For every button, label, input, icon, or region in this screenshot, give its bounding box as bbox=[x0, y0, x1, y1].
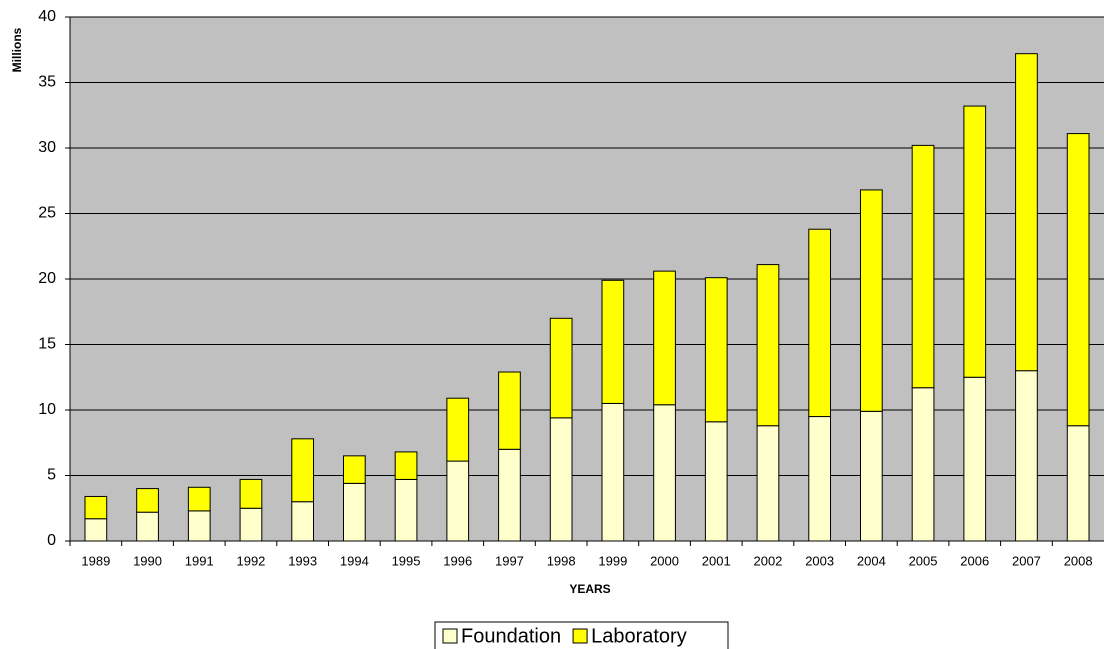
bar-segment bbox=[239, 507, 263, 542]
x-tick-label: 1997 bbox=[495, 553, 524, 568]
bar-segment bbox=[1066, 133, 1090, 427]
x-tick-label: 2003 bbox=[805, 553, 834, 568]
x-axis-label: YEARS bbox=[569, 582, 610, 596]
bar-segment bbox=[446, 460, 470, 542]
bar-segment bbox=[187, 510, 211, 542]
bar-segment bbox=[446, 397, 470, 462]
x-tick-label: 1989 bbox=[81, 553, 110, 568]
bar-segment bbox=[84, 518, 108, 542]
x-tick-label: 2007 bbox=[1012, 553, 1041, 568]
bar-segment bbox=[549, 317, 573, 419]
bar-segment bbox=[653, 270, 676, 406]
bar-segment bbox=[136, 488, 159, 513]
y-tick-label: 40 bbox=[38, 8, 56, 25]
bar-segment bbox=[756, 264, 780, 427]
bar-segment bbox=[394, 478, 418, 542]
x-tick-label: 1995 bbox=[392, 553, 421, 568]
bar-segment bbox=[291, 501, 315, 542]
bar-segment bbox=[859, 189, 883, 412]
bar-segment bbox=[911, 387, 935, 542]
x-tick-label: 2001 bbox=[702, 553, 731, 568]
x-tick-label: 1990 bbox=[133, 553, 162, 568]
x-tick-label: 2000 bbox=[650, 553, 679, 568]
legend-swatch bbox=[572, 628, 588, 644]
bar-segment bbox=[808, 228, 832, 418]
x-tick-label: 1998 bbox=[547, 553, 576, 568]
bar-segment bbox=[239, 478, 263, 509]
bar-segment bbox=[963, 105, 987, 378]
legend-label: Laboratory bbox=[591, 625, 687, 647]
bar-segment bbox=[1015, 370, 1038, 542]
y-tick-label: 30 bbox=[38, 139, 56, 156]
x-tick-label: 2005 bbox=[909, 553, 938, 568]
x-tick-label: 1992 bbox=[236, 553, 265, 568]
legend-label: Foundation bbox=[461, 625, 561, 647]
bar-segment bbox=[963, 376, 987, 542]
bar-segment bbox=[394, 451, 418, 480]
bar-segment bbox=[136, 511, 159, 542]
y-tick-label: 0 bbox=[47, 532, 56, 549]
bar-segment bbox=[601, 402, 625, 542]
legend-swatch bbox=[442, 628, 458, 644]
bar-segment bbox=[84, 495, 108, 520]
y-tick-label: 5 bbox=[47, 467, 56, 484]
x-tick-label: 1999 bbox=[598, 553, 627, 568]
x-tick-label: 1993 bbox=[288, 553, 317, 568]
bar-segment bbox=[498, 448, 521, 542]
bar-segment bbox=[187, 486, 211, 512]
bar-segment bbox=[859, 410, 883, 542]
x-tick-label: 2008 bbox=[1064, 553, 1093, 568]
y-tick-label: 10 bbox=[38, 401, 56, 418]
bar-segment bbox=[549, 417, 573, 542]
bar-segment bbox=[1015, 53, 1038, 372]
y-tick-label: 35 bbox=[38, 74, 56, 91]
x-tick-label: 1994 bbox=[340, 553, 369, 568]
bar-segment bbox=[704, 277, 728, 423]
y-tick-label: 15 bbox=[38, 336, 56, 353]
x-tick-label: 1996 bbox=[443, 553, 472, 568]
bar-segment bbox=[498, 371, 521, 450]
y-axis-label: Millions bbox=[10, 27, 24, 72]
bar-segment bbox=[1066, 425, 1090, 542]
bar-segment bbox=[911, 144, 935, 389]
x-tick-label: 2002 bbox=[753, 553, 782, 568]
x-tick-label: 2006 bbox=[960, 553, 989, 568]
x-tick-label: 1991 bbox=[185, 553, 214, 568]
bar-segment bbox=[808, 416, 832, 542]
bar-segment bbox=[653, 404, 676, 542]
bar-segment bbox=[291, 438, 315, 503]
y-tick-label: 25 bbox=[38, 205, 56, 222]
bar-segment bbox=[342, 482, 366, 542]
x-tick-label: 2004 bbox=[857, 553, 886, 568]
bar-segment bbox=[756, 425, 780, 542]
bar-segment bbox=[601, 279, 625, 404]
bar-segment bbox=[704, 421, 728, 542]
y-tick-label: 20 bbox=[38, 270, 56, 287]
bar-segment bbox=[342, 455, 366, 484]
